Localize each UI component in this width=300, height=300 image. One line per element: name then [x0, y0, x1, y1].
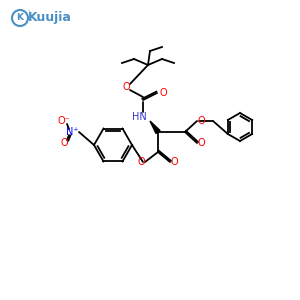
Text: O: O: [159, 88, 167, 98]
Text: O⁻: O⁻: [58, 116, 70, 126]
Text: O: O: [137, 157, 145, 167]
Text: °: °: [28, 11, 30, 16]
Text: O: O: [122, 82, 130, 92]
Text: O: O: [197, 116, 205, 126]
Text: O: O: [60, 138, 68, 148]
Text: O: O: [197, 138, 205, 148]
Text: N⁺: N⁺: [66, 127, 78, 137]
Text: O: O: [170, 157, 178, 167]
Polygon shape: [150, 121, 160, 134]
Text: K: K: [16, 14, 23, 22]
Text: HN: HN: [132, 112, 146, 122]
Text: Kuujia: Kuujia: [28, 11, 72, 25]
